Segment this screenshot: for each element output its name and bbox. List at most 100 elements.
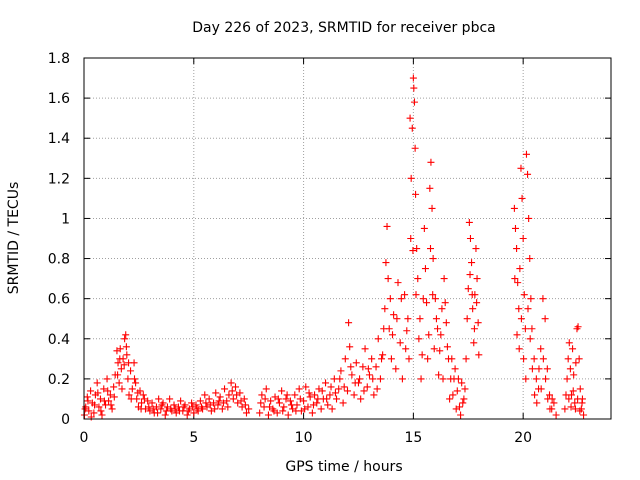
- data-point: [379, 351, 387, 359]
- data-point: [462, 355, 470, 363]
- data-point: [344, 387, 351, 395]
- data-point: [227, 379, 235, 387]
- y-tick-label: 0.8: [48, 252, 70, 268]
- data-point: [336, 375, 344, 383]
- data-point: [372, 363, 380, 371]
- data-point: [531, 391, 539, 399]
- data-point: [219, 399, 227, 407]
- data-point: [189, 403, 197, 411]
- data-point: [463, 315, 471, 323]
- data-point: [242, 409, 250, 417]
- data-point: [576, 385, 584, 393]
- data-point: [132, 379, 140, 387]
- data-point: [475, 351, 483, 359]
- data-point: [166, 395, 174, 403]
- data-point: [331, 389, 339, 397]
- data-point: [123, 351, 131, 359]
- data-point: [468, 259, 476, 267]
- data-point: [347, 363, 355, 371]
- data-point: [408, 124, 416, 132]
- data-point: [398, 375, 406, 383]
- x-tick-label: 20: [514, 430, 532, 446]
- data-point: [569, 387, 577, 395]
- data-point: [128, 385, 136, 393]
- data-point: [466, 271, 474, 279]
- data-point: [125, 391, 133, 399]
- data-point: [106, 391, 114, 399]
- data-point: [368, 355, 376, 363]
- data-point: [158, 401, 166, 409]
- data-point: [437, 331, 445, 339]
- data-point: [413, 245, 421, 253]
- data-point: [528, 325, 536, 333]
- data-point: [266, 403, 274, 411]
- data-point: [177, 397, 185, 405]
- data-point: [98, 411, 106, 419]
- data-point: [333, 395, 341, 403]
- data-point: [104, 387, 112, 395]
- y-axis-title: SRMTID / TECUs: [6, 182, 22, 295]
- data-point: [406, 114, 414, 122]
- y-tick-label: 1: [61, 211, 70, 227]
- data-point: [403, 327, 411, 335]
- data-point: [576, 407, 584, 415]
- data-point: [148, 399, 156, 407]
- data-point: [125, 359, 133, 367]
- data-point: [571, 399, 579, 407]
- data-point: [515, 345, 523, 353]
- data-point: [451, 365, 459, 373]
- data-point: [190, 409, 198, 417]
- data-point: [410, 98, 418, 106]
- data-point: [443, 343, 451, 351]
- data-point: [85, 407, 93, 415]
- data-point: [438, 305, 446, 313]
- data-point: [335, 385, 343, 393]
- data-point: [542, 375, 550, 383]
- x-tick-labels: 0 5 10 15 20: [80, 430, 533, 446]
- data-point: [110, 393, 118, 401]
- y-tick-label: 1.4: [48, 131, 70, 147]
- data-point: [328, 405, 336, 413]
- data-point: [282, 395, 290, 403]
- data-point: [524, 305, 532, 313]
- data-point: [139, 391, 147, 399]
- data-point: [522, 375, 530, 383]
- data-point: [176, 407, 184, 415]
- data-point: [161, 411, 169, 419]
- data-point: [225, 391, 233, 399]
- data-point: [305, 389, 313, 397]
- data-point: [193, 405, 201, 413]
- data-point: [216, 393, 224, 401]
- data-point: [212, 389, 220, 397]
- data-point: [162, 407, 170, 415]
- data-point: [91, 401, 99, 409]
- data-point: [574, 323, 582, 331]
- data-point: [205, 395, 213, 403]
- data-point: [278, 387, 286, 395]
- data-point: [436, 347, 444, 355]
- data-point: [170, 401, 178, 409]
- data-point: [468, 291, 476, 299]
- data-point: [397, 295, 405, 303]
- data-point: [532, 375, 540, 383]
- data-point: [286, 397, 294, 405]
- data-point: [258, 391, 266, 399]
- data-point: [309, 401, 317, 409]
- data-point: [421, 265, 429, 273]
- data-point: [314, 395, 322, 403]
- data-point: [429, 255, 437, 263]
- data-point: [365, 371, 373, 379]
- data-point: [518, 194, 526, 202]
- data-point: [127, 395, 135, 403]
- data-point: [412, 190, 420, 198]
- data-point: [420, 224, 428, 232]
- data-point: [295, 385, 303, 393]
- data-point: [114, 371, 122, 379]
- data-point: [460, 395, 468, 403]
- data-point: [211, 405, 219, 413]
- data-point: [452, 405, 460, 413]
- data-point: [137, 405, 145, 413]
- data-point: [430, 345, 438, 353]
- data-point: [415, 335, 423, 343]
- data-point: [561, 405, 569, 413]
